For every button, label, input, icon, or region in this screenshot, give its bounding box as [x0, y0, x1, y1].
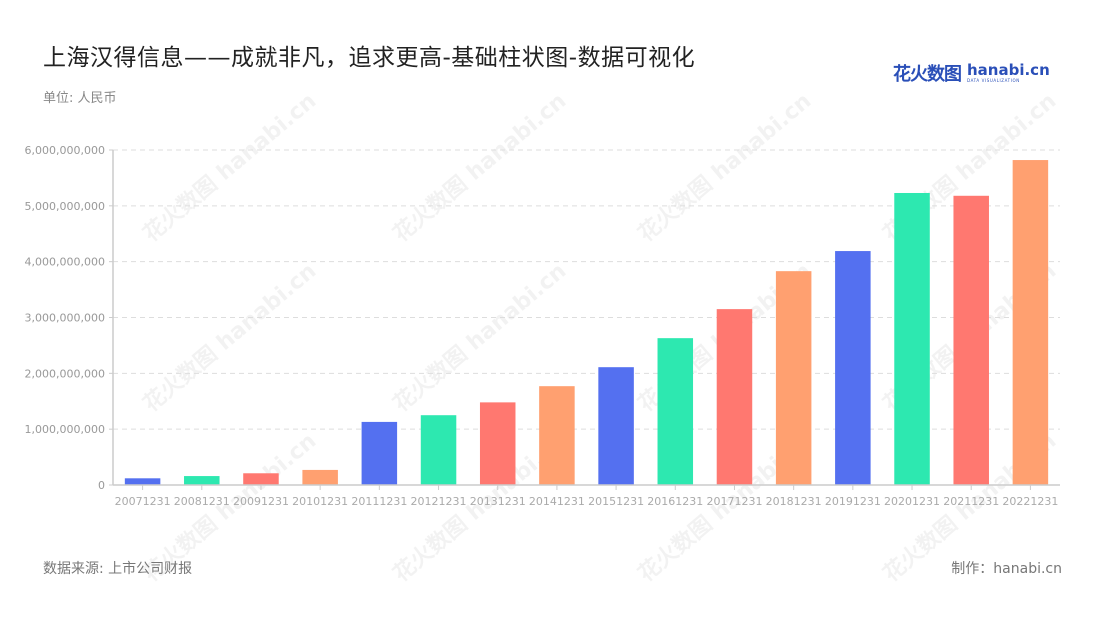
logo-en-block: hanabi.cn DATA VISUALIZATION [967, 63, 1050, 83]
bar[interactable] [302, 469, 338, 485]
logo-tagline: DATA VISUALIZATION [967, 78, 1020, 83]
grid-lines [113, 149, 1060, 430]
unit-label: 单位: 人民币 [43, 91, 117, 106]
x-tick-label: 20211231 [943, 495, 999, 508]
y-tick-label: 3,000,000,000 [25, 312, 105, 325]
x-tick-label: 20181231 [766, 495, 822, 508]
y-tick-label: 4,000,000,000 [25, 256, 105, 269]
bar[interactable] [657, 338, 694, 485]
bar[interactable] [716, 309, 753, 485]
bar[interactable] [539, 386, 575, 485]
bar[interactable] [361, 421, 398, 485]
x-tick-label: 20121231 [411, 495, 467, 508]
bar[interactable] [124, 478, 161, 485]
bar[interactable] [775, 271, 812, 485]
bar[interactable] [1012, 160, 1049, 486]
x-tick-label: 20081231 [174, 495, 230, 508]
y-tick-label: 1,000,000,000 [25, 423, 105, 436]
bars [124, 160, 1049, 486]
bar[interactable] [598, 367, 634, 485]
credit-text: 制作：hanabi.cn [951, 561, 1062, 577]
bar[interactable] [479, 402, 516, 485]
x-tick-label: 20201231 [884, 495, 940, 508]
x-axis: 20071231 20081231 20091231 20101231 20111231… [113, 484, 1060, 508]
logo-cn-text: 花火数图 [893, 64, 962, 85]
x-tick-label: 20131231 [470, 495, 526, 508]
x-tick-label: 20141231 [529, 495, 585, 508]
bar[interactable] [420, 415, 457, 485]
bar[interactable] [835, 251, 871, 485]
x-tick-label: 20151231 [588, 495, 644, 508]
bar[interactable] [184, 476, 220, 485]
logo-en-text: hanabi.cn [967, 61, 1050, 79]
bar[interactable] [894, 192, 930, 485]
x-tick-label: 20191231 [825, 495, 881, 508]
y-tick-label: 5,000,000,000 [25, 200, 105, 213]
x-tick-label: 20111231 [351, 495, 407, 508]
x-tick-label: 20221231 [1002, 495, 1058, 508]
y-tick-label: 6,000,000,000 [25, 144, 105, 157]
bar[interactable] [243, 473, 279, 485]
y-tick-label: 2,000,000,000 [25, 367, 105, 380]
y-axis: 0 1,000,000,000 2,000,000,000 3,000,000,000… [25, 144, 114, 492]
chart-title: 上海汉得信息——成就非凡，追求更高-基础柱状图-数据可视化 [43, 45, 696, 71]
brand-logo: 花火数图 hanabi.cn DATA VISUALIZATION [893, 60, 1050, 86]
x-tick-label: 20071231 [115, 495, 171, 508]
x-tick-label: 20171231 [706, 495, 762, 508]
x-tick-label: 20161231 [647, 495, 703, 508]
x-tick-label: 20091231 [233, 495, 289, 508]
x-tick-label: 20101231 [292, 495, 348, 508]
bar[interactable] [953, 195, 989, 486]
y-tick-label: 0 [98, 479, 105, 492]
data-source: 数据来源: 上市公司财报 [43, 561, 193, 577]
